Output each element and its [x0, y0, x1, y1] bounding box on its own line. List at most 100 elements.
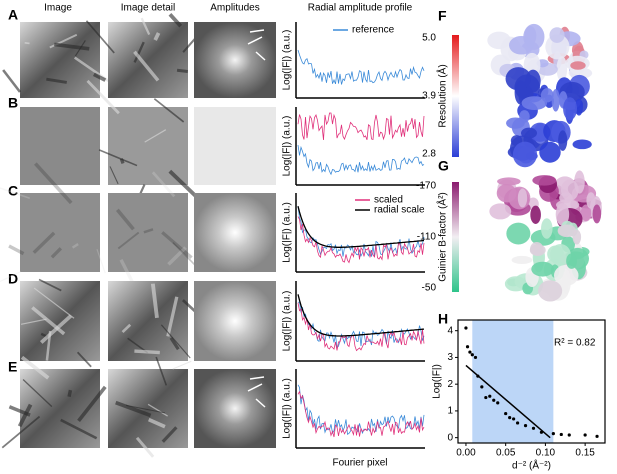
profile-curve — [297, 294, 425, 337]
density-blob — [506, 222, 531, 245]
panel-label: H — [438, 311, 448, 327]
image-texture — [153, 32, 161, 41]
image-texture — [24, 42, 30, 45]
profile-curve — [297, 144, 425, 176]
density-blob — [570, 61, 586, 70]
density-blob — [497, 177, 521, 186]
image-texture — [34, 162, 73, 205]
image-texture — [133, 41, 145, 63]
density-blob — [519, 110, 530, 123]
colorbar — [452, 182, 459, 292]
panel-label: A — [8, 7, 18, 23]
density-blob — [545, 34, 570, 60]
profile-curve — [297, 384, 425, 436]
y-axis-title: Log(|F|) (a.u.) — [282, 30, 293, 91]
profile-curve — [297, 112, 425, 141]
arrow — [255, 51, 266, 61]
image-texture — [169, 337, 180, 351]
density-blob — [532, 175, 557, 186]
point — [523, 424, 528, 428]
image-texture — [115, 400, 152, 418]
image-texture — [151, 171, 176, 198]
density-blob — [551, 89, 560, 112]
image-texture — [31, 306, 66, 336]
fit-line — [465, 364, 551, 439]
colorbar-tick-label: 5.0 — [422, 33, 436, 44]
point — [504, 411, 508, 416]
profile-curve — [297, 206, 425, 258]
colorbar-tick-label: -110 — [417, 232, 437, 243]
image-texture — [176, 68, 188, 74]
arrow — [249, 29, 265, 33]
density-blob — [556, 56, 568, 82]
density-blob — [572, 139, 592, 150]
colorbar-title: Resolution (Å) — [436, 64, 449, 127]
image-texture — [86, 79, 120, 115]
density-blob — [574, 98, 584, 116]
image-texture — [147, 403, 168, 417]
image-tile — [194, 107, 276, 185]
y-tick-label: 3 — [447, 352, 453, 363]
arrow — [255, 398, 266, 408]
density-blob — [489, 203, 512, 220]
image-texture — [1, 415, 41, 449]
annotation: R² = 0.82 — [554, 338, 596, 349]
colorbar-tick-label: 3.9 — [422, 91, 436, 102]
density-blob — [512, 141, 538, 168]
image-texture — [76, 351, 92, 368]
image-texture — [160, 324, 191, 359]
density-blob — [580, 204, 592, 222]
colorbar-tick-label: -170 — [416, 181, 436, 192]
profile-curve — [297, 216, 425, 264]
image-texture — [50, 247, 63, 259]
legend-label: reference — [352, 25, 395, 36]
point — [539, 430, 544, 434]
y-axis-title: Log(|F|) (a.u.) — [282, 378, 293, 439]
density-blob — [560, 179, 579, 201]
density-blob — [521, 96, 548, 110]
density-blob — [525, 69, 541, 93]
x-axis-title: Fourier pixel — [332, 458, 387, 469]
colorbar-title: Guinier B-factor (Å²) — [436, 192, 449, 281]
density-blob — [574, 170, 585, 194]
colorbar — [452, 35, 459, 157]
panel-label: F — [438, 8, 447, 24]
panel-label: B — [8, 95, 18, 111]
image-texture — [71, 243, 79, 249]
image-texture — [39, 314, 73, 344]
x-tick-label: 0.10 — [536, 448, 556, 459]
legend-label: radial scale — [374, 205, 425, 216]
point — [515, 421, 520, 425]
legend-label: scaled — [374, 195, 403, 206]
image-texture — [32, 231, 56, 254]
image-texture — [54, 42, 90, 51]
density-blob — [572, 229, 582, 245]
point — [567, 433, 571, 437]
plot-frame — [457, 319, 606, 444]
point — [465, 345, 470, 349]
point — [473, 355, 478, 360]
density-blob — [530, 242, 544, 256]
point — [476, 374, 480, 378]
density-blob — [517, 188, 528, 208]
density-blob — [555, 202, 570, 226]
density-blob — [524, 26, 537, 46]
image-texture — [17, 403, 33, 428]
column-header: Amplitudes — [210, 3, 259, 14]
image-texture — [161, 231, 193, 259]
image-texture — [135, 436, 155, 458]
image-texture — [148, 417, 166, 429]
density-blob — [562, 269, 571, 295]
point — [470, 353, 474, 357]
image-tile — [20, 22, 100, 98]
profile-curve — [297, 49, 425, 85]
x-axis-title: d⁻² (Å⁻²) — [512, 459, 551, 472]
image-tile — [194, 22, 276, 98]
image-tile — [194, 281, 276, 361]
density-blob — [549, 27, 565, 43]
image-texture — [2, 69, 22, 93]
y-tick-label: 2 — [447, 379, 453, 390]
image-texture — [172, 360, 192, 370]
panel-label: E — [8, 359, 17, 375]
